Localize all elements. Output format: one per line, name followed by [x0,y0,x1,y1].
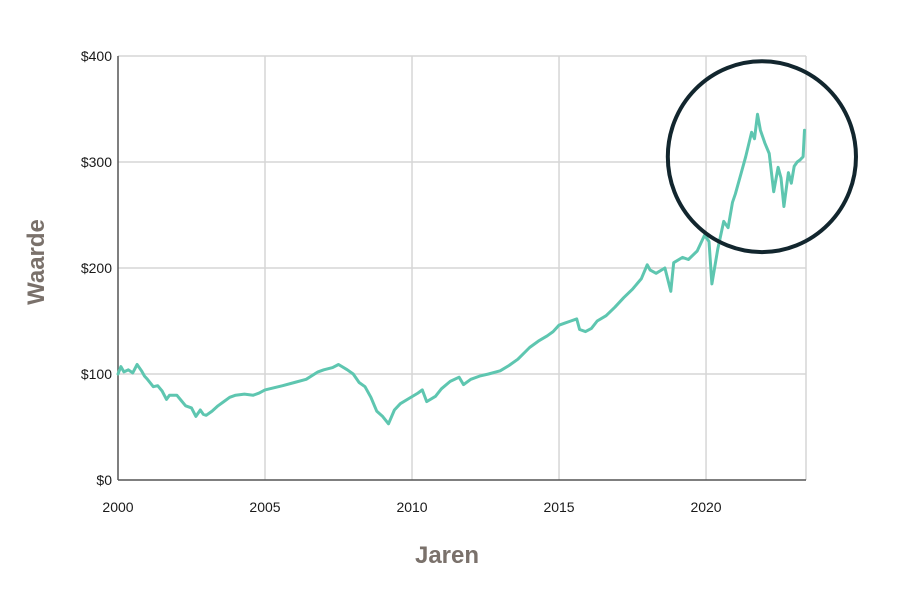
x-tick-label: 2010 [396,499,427,515]
x-tick-label: 2005 [249,499,280,515]
y-tick-label: $0 [96,472,112,488]
x-tick-label: 2020 [690,499,721,515]
annotation-layer [665,59,858,255]
x-tick-label: 2015 [543,499,574,515]
series-layer [116,112,806,426]
x-axis-title: Jaren [415,542,479,569]
grid-lines [118,55,807,480]
tick-labels: $0 $100 $200 $300 $400 2000 2005 2010 2015 2020 [81,48,722,515]
highlight-circle [665,59,858,255]
series-line [116,112,806,426]
y-tick-label: $300 [81,154,112,170]
y-tick-label: $100 [81,366,112,382]
x-tick-label: 2000 [102,499,133,515]
y-axis-title: Waarde [23,219,50,305]
y-tick-label: $200 [81,260,112,276]
axes [117,56,806,481]
y-tick-label: $400 [81,48,112,64]
